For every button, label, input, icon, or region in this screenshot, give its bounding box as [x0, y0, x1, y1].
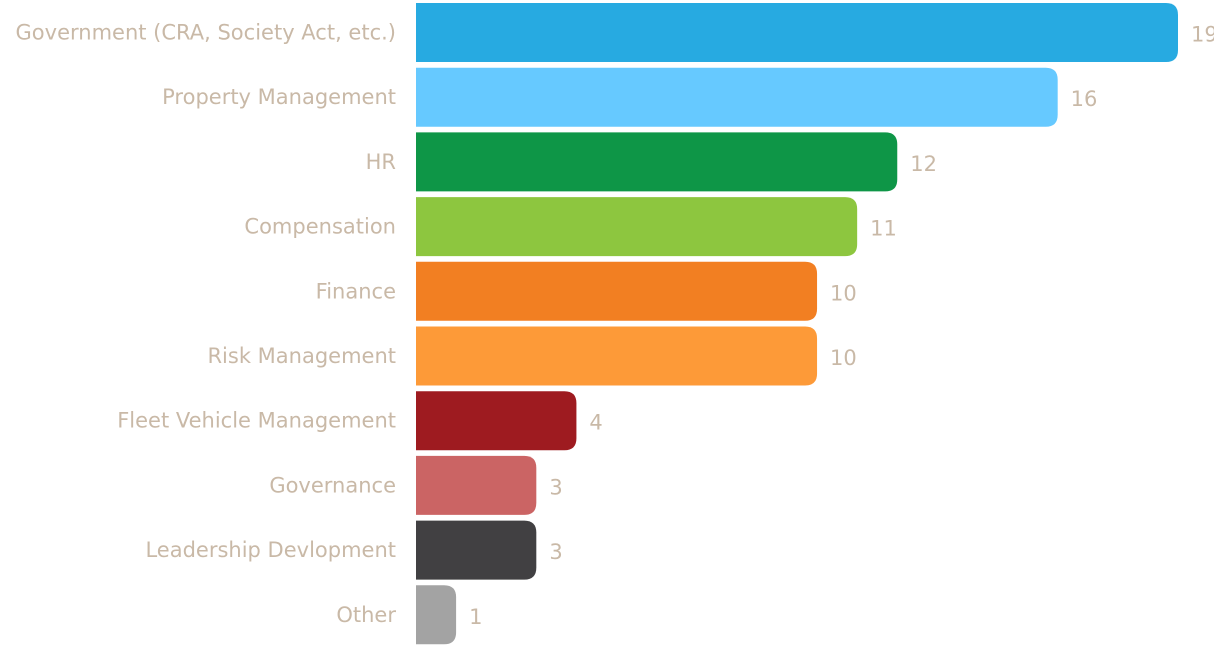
bar — [416, 132, 898, 192]
category-label: Finance — [316, 279, 396, 303]
category-label: Compensation — [244, 215, 396, 239]
category-label: Government (CRA, Society Act, etc.) — [16, 21, 396, 45]
value-label: 10 — [830, 281, 857, 305]
category-label: Governance — [269, 473, 396, 497]
category-label: Fleet Vehicle Management — [117, 409, 396, 433]
bar — [416, 585, 457, 645]
category-label: Leadership Devlopment — [145, 538, 396, 562]
bar — [416, 326, 818, 386]
bar — [416, 520, 537, 580]
value-label: 12 — [910, 152, 937, 176]
category-label: Property Management — [162, 85, 396, 109]
value-label: 19 — [1191, 23, 1214, 47]
value-label: 10 — [830, 346, 857, 370]
bar — [416, 197, 858, 257]
value-label: 11 — [870, 217, 897, 241]
bar — [416, 455, 537, 515]
value-label: 3 — [549, 540, 562, 564]
value-label: 4 — [589, 411, 602, 435]
value-label: 1 — [469, 605, 482, 629]
category-label: Other — [336, 603, 396, 627]
bar — [416, 67, 1058, 127]
category-label: HR — [366, 150, 396, 174]
value-label: 3 — [549, 475, 562, 499]
bar — [416, 261, 818, 321]
category-label: Risk Management — [207, 344, 396, 368]
value-label: 16 — [1071, 87, 1098, 111]
bar — [416, 391, 577, 451]
bar — [416, 3, 1178, 62]
